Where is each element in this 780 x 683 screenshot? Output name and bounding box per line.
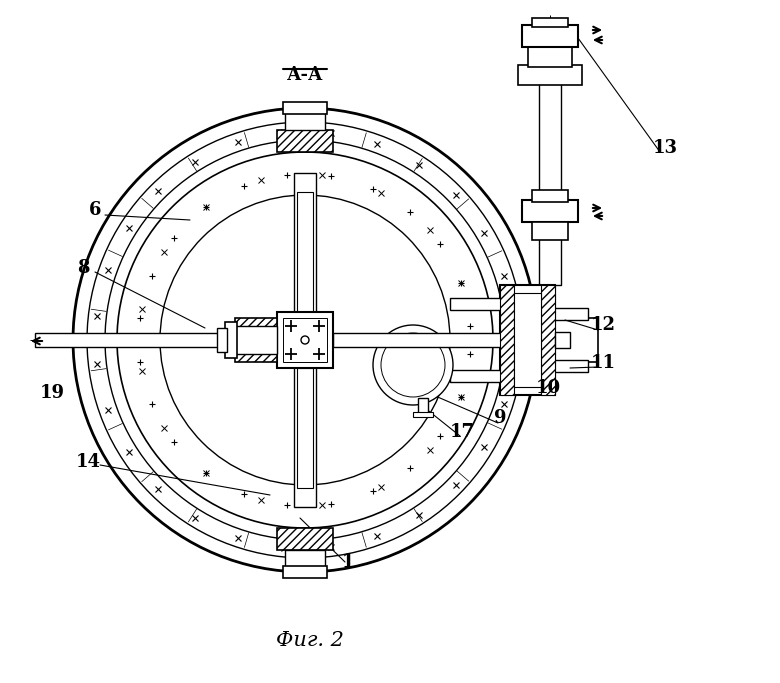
Text: 11: 11 — [590, 354, 615, 372]
Bar — [450, 370, 505, 382]
Bar — [553, 318, 598, 362]
Bar — [528, 45, 572, 67]
Circle shape — [73, 108, 537, 572]
Bar — [297, 192, 313, 312]
Bar — [532, 222, 568, 240]
Bar — [294, 362, 316, 507]
Bar — [541, 285, 555, 395]
Text: Фиг. 2: Фиг. 2 — [276, 630, 344, 650]
Text: 19: 19 — [40, 384, 65, 402]
Text: 14: 14 — [76, 453, 101, 471]
Bar — [294, 173, 316, 318]
Bar — [217, 328, 227, 352]
Bar — [418, 398, 428, 414]
Bar — [514, 293, 541, 387]
Circle shape — [160, 195, 450, 485]
Bar — [555, 332, 570, 348]
Text: 6: 6 — [89, 201, 101, 219]
Circle shape — [87, 122, 523, 558]
Bar — [283, 318, 327, 362]
Bar — [333, 333, 550, 347]
Text: 13: 13 — [653, 139, 678, 157]
Text: 17: 17 — [449, 423, 474, 441]
Bar — [285, 550, 325, 568]
Circle shape — [373, 325, 453, 405]
Text: 8: 8 — [76, 259, 89, 277]
Bar — [553, 308, 588, 320]
Bar — [500, 285, 514, 395]
Bar — [285, 112, 325, 130]
Text: 9: 9 — [494, 409, 506, 427]
Bar — [522, 25, 578, 47]
Circle shape — [301, 336, 309, 344]
Bar — [553, 360, 588, 372]
Bar — [225, 322, 237, 358]
Text: А-А: А-А — [287, 66, 323, 84]
Bar — [283, 102, 327, 114]
Bar — [277, 130, 333, 152]
Bar — [235, 326, 277, 354]
Circle shape — [105, 140, 505, 540]
Text: 10: 10 — [535, 379, 561, 397]
Circle shape — [117, 152, 493, 528]
Bar — [532, 190, 568, 202]
Bar — [277, 312, 333, 368]
Text: 1: 1 — [342, 553, 354, 571]
Bar — [539, 65, 561, 285]
Bar — [297, 368, 313, 488]
Bar — [450, 298, 505, 310]
Bar — [518, 65, 582, 85]
Bar — [500, 285, 555, 395]
Bar — [35, 333, 277, 347]
Bar — [283, 566, 327, 578]
Bar — [532, 18, 568, 27]
Text: 12: 12 — [590, 316, 615, 334]
Bar — [413, 412, 433, 417]
Bar — [277, 528, 333, 550]
Bar — [522, 200, 578, 222]
Bar — [235, 318, 277, 362]
